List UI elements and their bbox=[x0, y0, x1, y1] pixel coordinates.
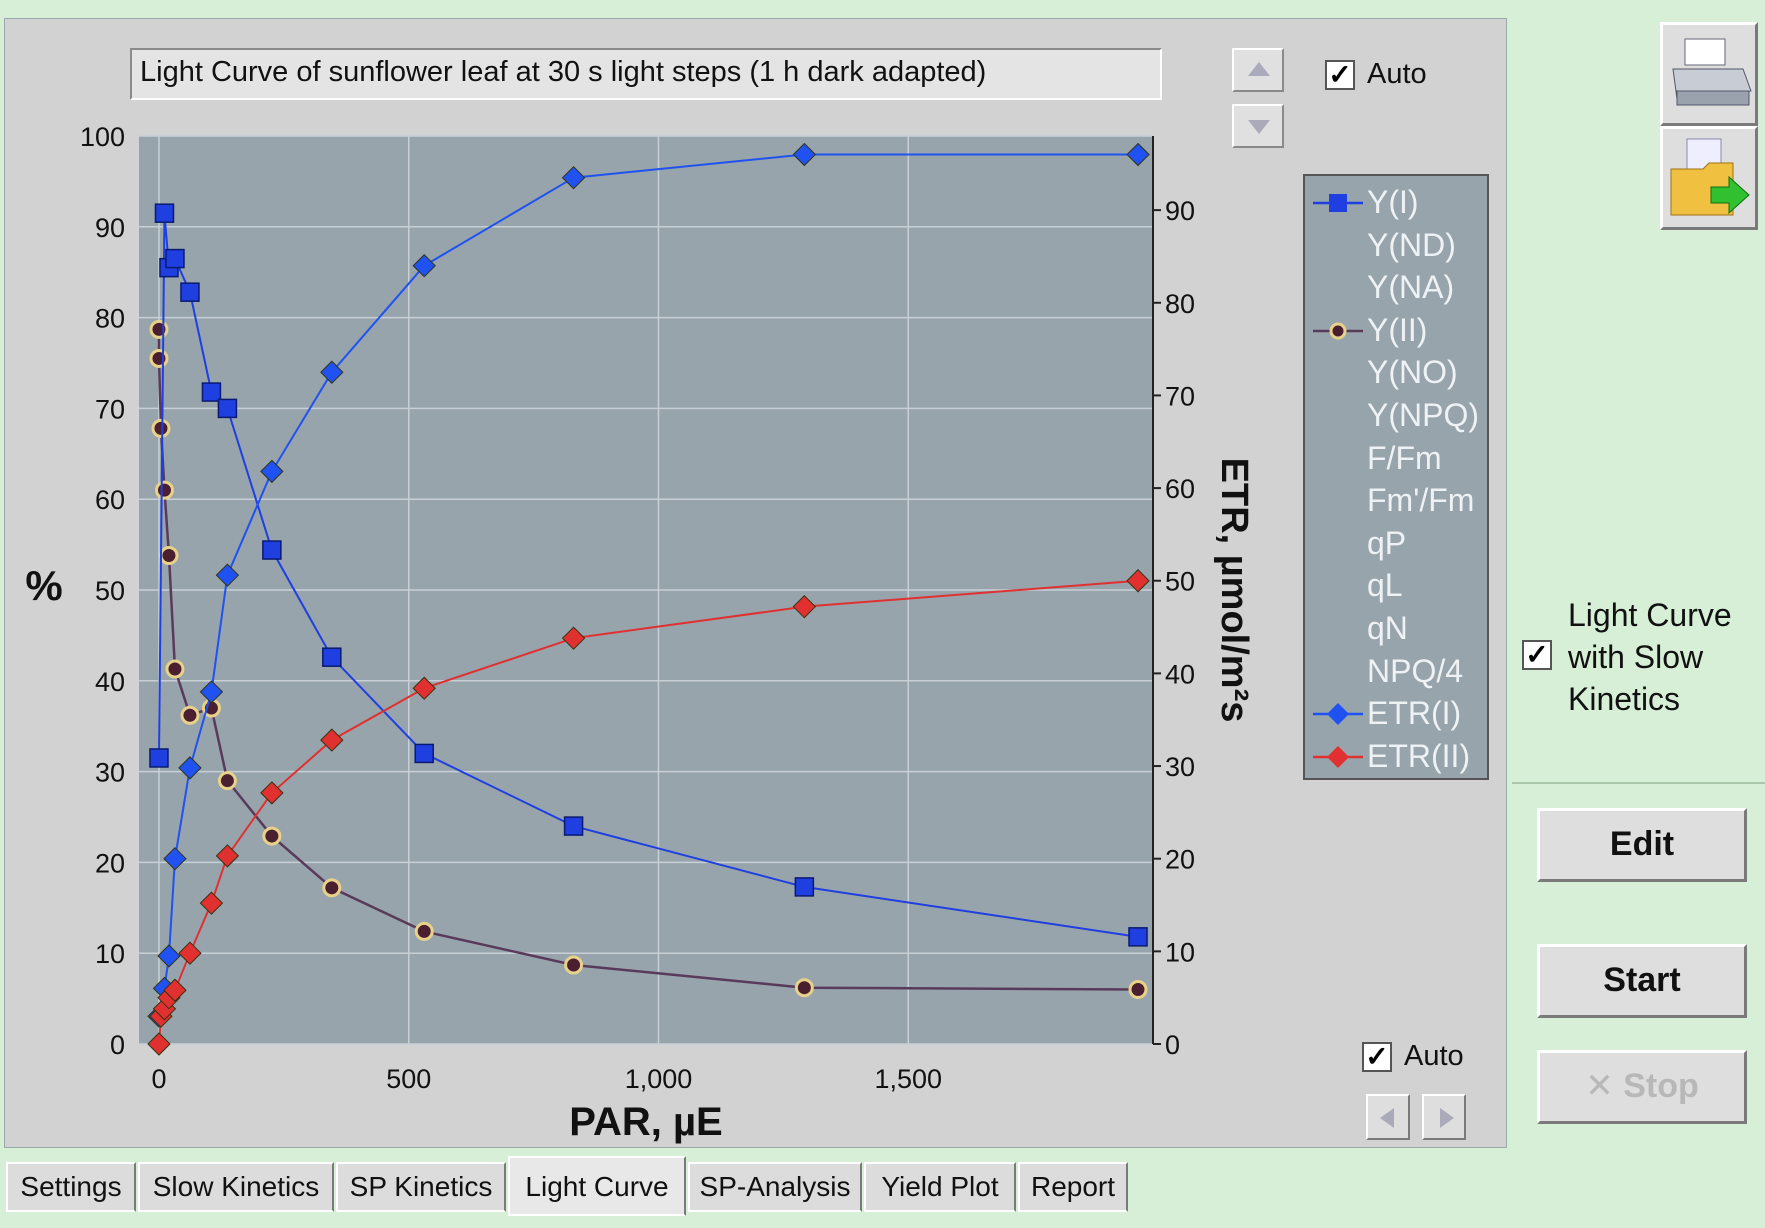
lc-label-line-2: with Slow bbox=[1568, 639, 1704, 675]
stop-x-icon: ✕ bbox=[1585, 1067, 1624, 1105]
legend-label: NPQ/4 bbox=[1367, 652, 1464, 689]
legend-item: ETR(I) bbox=[1305, 693, 1491, 735]
scroll-up-button[interactable] bbox=[1232, 48, 1284, 92]
legend-item: ETR(II) bbox=[1305, 736, 1491, 778]
legend-item: Y(ND) bbox=[1305, 225, 1491, 267]
auto-bottom-checkbox[interactable]: ✓ bbox=[1362, 1041, 1392, 1072]
chart-title-field[interactable]: Light Curve of sunflower leaf at 30 s li… bbox=[130, 48, 1162, 100]
legend-item: Y(NA) bbox=[1305, 267, 1491, 309]
light-curve-slow-kinetics[interactable]: ✓ bbox=[1522, 640, 1564, 670]
print-button[interactable] bbox=[1660, 22, 1758, 126]
legend: Y(I) Y(ND) Y(NA) Y(II) Y(NO) Y(NPQ) F/Fm Fm'/Fm… bbox=[1303, 174, 1489, 780]
legend-item: qL bbox=[1305, 565, 1491, 607]
legend-label: Y(NO) bbox=[1367, 354, 1458, 391]
legend-label: qL bbox=[1367, 567, 1403, 604]
legend-label: ETR(II) bbox=[1367, 737, 1471, 774]
legend-label: ETR(I) bbox=[1367, 695, 1462, 732]
auto-bottom-label: Auto bbox=[1404, 1040, 1464, 1072]
legend-item: qP bbox=[1305, 523, 1491, 565]
tab-slow-kinetics[interactable]: Slow Kinetics bbox=[138, 1162, 334, 1212]
tab-bar: Settings Slow Kinetics SP Kinetics Light… bbox=[0, 1152, 1765, 1228]
lc-label-line-3: Kinetics bbox=[1568, 681, 1681, 717]
arrow-down-icon bbox=[1248, 120, 1270, 134]
legend-item: NPQ/4 bbox=[1305, 651, 1491, 693]
chart-panel bbox=[4, 18, 1507, 1148]
start-button[interactable]: Start bbox=[1537, 944, 1747, 1018]
scroll-left-button[interactable] bbox=[1366, 1094, 1410, 1140]
legend-item: Y(NO) bbox=[1305, 352, 1491, 394]
legend-symbol bbox=[1313, 703, 1363, 726]
legend-label: Y(I) bbox=[1367, 184, 1419, 220]
scroll-down-button[interactable] bbox=[1232, 104, 1284, 148]
printer-icon bbox=[1672, 38, 1752, 106]
legend-label: Y(II) bbox=[1367, 311, 1428, 348]
lc-label-line-1: Light Curve bbox=[1568, 597, 1732, 633]
tab-light-curve[interactable]: Light Curve bbox=[508, 1156, 686, 1216]
panel-divider bbox=[1512, 782, 1765, 784]
arrow-right-icon bbox=[1440, 1108, 1454, 1128]
legend-symbol bbox=[1313, 194, 1363, 212]
legend-item: Fm'/Fm bbox=[1305, 480, 1491, 522]
edit-button[interactable]: Edit bbox=[1537, 808, 1747, 882]
stop-button[interactable]: ✕ Stop bbox=[1537, 1050, 1747, 1124]
tab-report[interactable]: Report bbox=[1018, 1162, 1128, 1212]
arrow-up-icon bbox=[1248, 62, 1270, 76]
legend-label: qN bbox=[1367, 610, 1408, 646]
legend-item: qN bbox=[1305, 608, 1491, 650]
tab-settings[interactable]: Settings bbox=[6, 1162, 136, 1212]
auto-top-checkbox[interactable]: ✓ bbox=[1325, 59, 1355, 90]
legend-item: Y(NPQ) bbox=[1305, 395, 1491, 437]
legend-label: Y(NA) bbox=[1367, 269, 1455, 306]
legend-symbol bbox=[1313, 745, 1363, 768]
arrow-left-icon bbox=[1380, 1108, 1394, 1128]
auto-scale-top[interactable]: ✓ Auto bbox=[1325, 58, 1427, 91]
legend-item: Y(II) bbox=[1305, 310, 1491, 352]
legend-label: F/Fm bbox=[1367, 439, 1442, 476]
legend-label: Y(NPQ) bbox=[1367, 397, 1479, 433]
legend-item: Y(I) bbox=[1305, 182, 1491, 224]
legend-label: Y(ND) bbox=[1367, 226, 1456, 263]
export-button[interactable] bbox=[1660, 126, 1758, 230]
folder-export-icon bbox=[1670, 138, 1750, 216]
stop-label: Stop bbox=[1623, 1067, 1699, 1105]
auto-top-label: Auto bbox=[1367, 58, 1427, 90]
auto-scale-bottom[interactable]: ✓ Auto bbox=[1362, 1040, 1464, 1073]
scroll-right-button[interactable] bbox=[1422, 1094, 1466, 1140]
legend-label: qP bbox=[1367, 524, 1407, 561]
tab-sp-analysis[interactable]: SP-Analysis bbox=[688, 1162, 862, 1212]
legend-label: Fm'/Fm bbox=[1367, 482, 1475, 519]
lc-slow-kinetics-label: Light Curve with Slow Kinetics bbox=[1568, 594, 1732, 720]
lc-slow-kinetics-checkbox[interactable]: ✓ bbox=[1522, 640, 1552, 670]
tab-sp-kinetics[interactable]: SP Kinetics bbox=[336, 1162, 506, 1212]
legend-symbol bbox=[1313, 322, 1363, 340]
tab-yield-plot[interactable]: Yield Plot bbox=[864, 1162, 1016, 1212]
legend-item: F/Fm bbox=[1305, 438, 1491, 480]
